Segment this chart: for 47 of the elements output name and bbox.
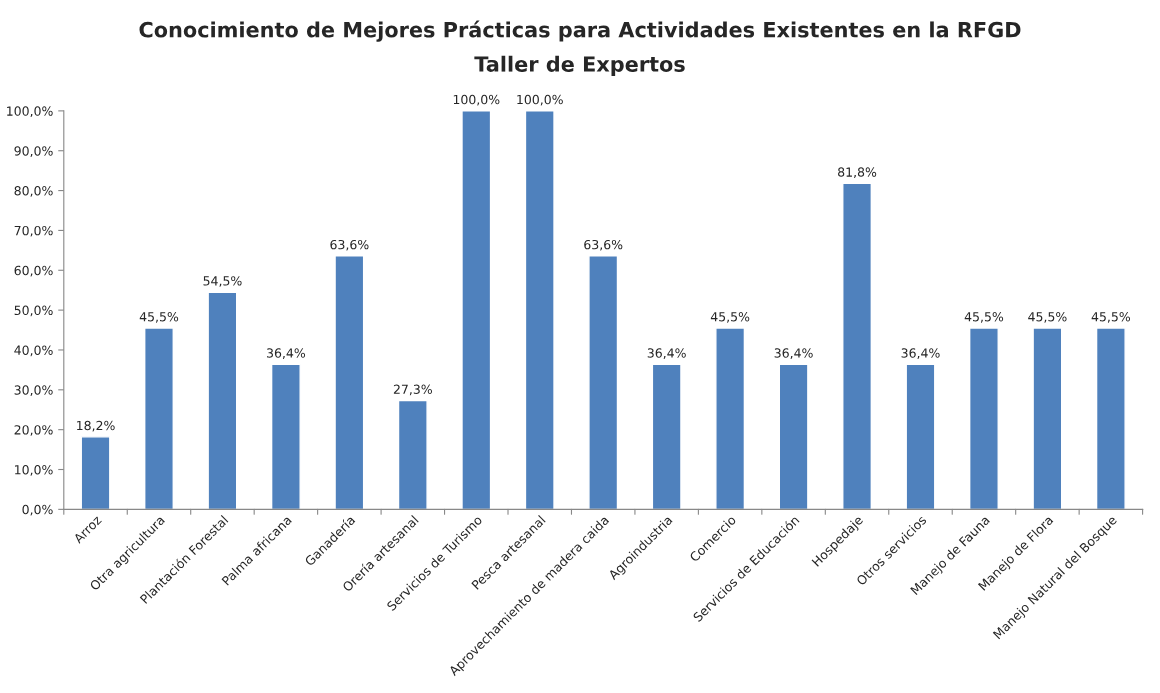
- data-label: 45,5%: [1091, 312, 1131, 323]
- y-tick-label: 60,0%: [14, 265, 53, 277]
- bar: [524, 110, 555, 510]
- y-tick-label: 20,0%: [14, 425, 53, 436]
- y-tick-label: 90,0%: [14, 146, 53, 157]
- y-tick-label: 40,0%: [14, 345, 53, 357]
- bar: [905, 363, 936, 510]
- bar: [778, 363, 809, 510]
- bar: [715, 327, 746, 510]
- data-label: 36,4%: [901, 348, 940, 359]
- y-tick-label: 70,0%: [14, 225, 53, 237]
- data-label: 36,4%: [647, 348, 686, 359]
- bar: [207, 291, 238, 510]
- bar: [270, 363, 301, 510]
- bar: [144, 327, 174, 510]
- y-tick-label: 80,0%: [14, 186, 53, 197]
- data-label: 18,2%: [77, 420, 115, 432]
- data-label: 100,0%: [453, 94, 500, 106]
- bar: [80, 436, 111, 510]
- bar: [334, 255, 365, 510]
- bar: [1095, 327, 1126, 510]
- data-label: 36,4%: [267, 348, 306, 359]
- data-label: 45,5%: [710, 312, 750, 323]
- bar: [1032, 327, 1063, 510]
- y-tick-label: 100,0%: [7, 106, 53, 118]
- bar: [461, 110, 492, 510]
- data-label: 54,5%: [203, 276, 242, 287]
- y-tick-label: 10,0%: [15, 464, 53, 476]
- data-label: 45,5%: [139, 312, 179, 323]
- bar: [651, 363, 682, 510]
- chart-subtitle: Taller de Expertos: [474, 55, 685, 76]
- data-label: 63,6%: [330, 239, 369, 251]
- data-label: 81,8%: [838, 167, 877, 179]
- data-label: 36,4%: [774, 348, 813, 359]
- data-label: 45,5%: [964, 312, 1004, 323]
- data-label: 27,3%: [393, 384, 432, 396]
- bar: [588, 255, 619, 510]
- y-tick-label: 30,0%: [14, 385, 53, 397]
- bar: [842, 182, 873, 510]
- chart-title: Conocimiento de Mejores Prácticas para Actividades Existentes en la RFGD: [139, 20, 1021, 42]
- data-label: 100,0%: [517, 94, 563, 106]
- bar: [397, 399, 428, 510]
- bar: [968, 327, 999, 510]
- data-label: 45,5%: [1028, 312, 1067, 323]
- y-tick-label: 50,0%: [14, 305, 53, 317]
- data-label: 63,6%: [584, 239, 623, 251]
- y-tick-label: 0,0%: [22, 504, 53, 516]
